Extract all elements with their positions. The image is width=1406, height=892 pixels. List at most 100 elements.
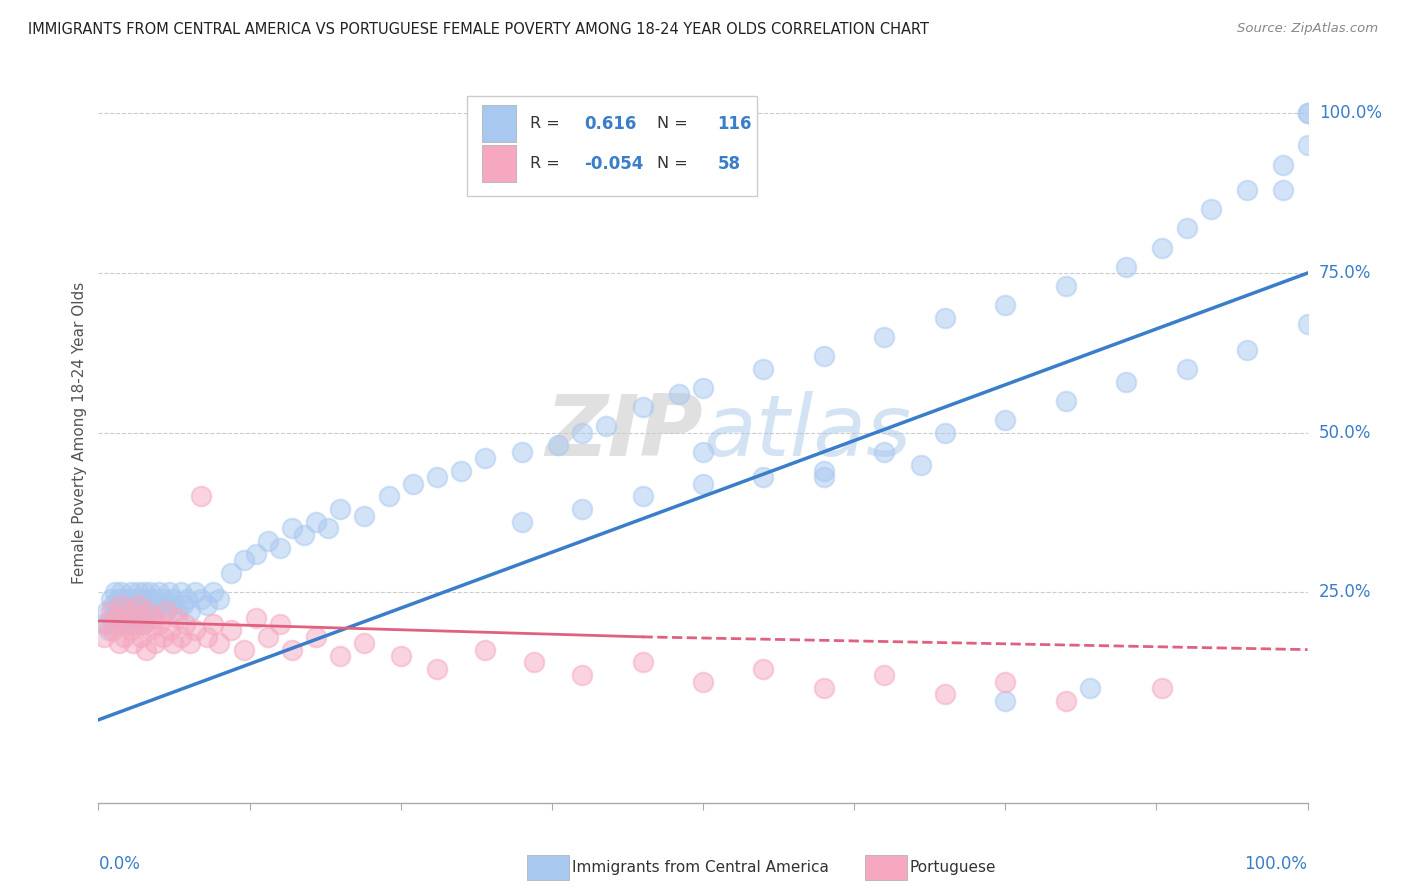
Text: -0.054: -0.054 (585, 155, 644, 173)
Point (111, 604, 134, 618)
Point (426, 470, 449, 484)
Point (120, 585, 142, 599)
Text: N =: N = (657, 156, 693, 171)
Point (1175, 221, 1198, 235)
Point (100, 604, 122, 618)
Point (245, 547, 267, 561)
Bar (482, 145, 516, 182)
Point (169, 585, 191, 599)
Point (150, 598, 173, 612)
Point (118, 604, 141, 618)
Point (547, 438, 569, 452)
Point (1296, 138, 1319, 153)
Point (523, 656, 546, 670)
Point (1152, 681, 1174, 695)
Text: Portuguese: Portuguese (910, 861, 997, 875)
Point (162, 636, 184, 650)
Text: 58: 58 (717, 155, 741, 173)
Text: 0.0%: 0.0% (98, 855, 141, 872)
Text: R =: R = (530, 116, 565, 131)
Point (139, 624, 162, 638)
Point (127, 585, 149, 599)
Point (1078, 681, 1101, 695)
Point (105, 604, 128, 618)
Point (166, 611, 188, 625)
Point (127, 598, 149, 612)
Point (110, 598, 132, 612)
Point (692, 476, 714, 491)
Point (114, 617, 136, 632)
Point (873, 668, 896, 682)
Point (329, 648, 352, 663)
Point (122, 636, 145, 650)
Point (245, 611, 267, 625)
Point (232, 642, 254, 657)
Point (100, 611, 122, 625)
Point (934, 310, 956, 325)
Point (121, 598, 143, 612)
Point (994, 694, 1017, 708)
Point (1054, 694, 1077, 708)
Point (571, 502, 593, 516)
Point (402, 476, 425, 491)
Point (221, 624, 243, 638)
Point (1272, 157, 1295, 171)
Point (474, 642, 496, 657)
Point (108, 611, 131, 625)
Point (631, 656, 654, 670)
Point (195, 630, 218, 644)
Point (174, 617, 197, 632)
Point (202, 617, 225, 632)
Point (141, 598, 163, 612)
Point (93, 617, 115, 632)
Point (162, 591, 184, 606)
Point (155, 604, 177, 618)
Point (281, 521, 304, 535)
Point (377, 490, 399, 504)
Point (101, 598, 124, 612)
Point (450, 464, 472, 478)
Point (389, 648, 412, 663)
Point (668, 387, 690, 401)
Point (145, 604, 167, 618)
Y-axis label: Female Poverty Among 18-24 Year Olds: Female Poverty Among 18-24 Year Olds (72, 282, 87, 583)
Point (873, 444, 896, 458)
Point (202, 585, 225, 599)
Point (138, 604, 160, 618)
Point (1236, 183, 1258, 197)
Point (98, 624, 121, 638)
Point (115, 617, 138, 632)
Text: ZIP: ZIP (546, 391, 703, 475)
Point (510, 444, 533, 458)
Point (353, 508, 375, 523)
Point (752, 662, 775, 676)
Point (813, 470, 835, 484)
Point (125, 611, 148, 625)
Text: 50.0%: 50.0% (1319, 424, 1371, 442)
Point (1175, 361, 1198, 376)
Point (142, 611, 165, 625)
Point (571, 668, 593, 682)
Point (631, 490, 654, 504)
Text: N =: N = (657, 116, 693, 131)
Point (232, 553, 254, 567)
Point (269, 617, 291, 632)
Point (135, 598, 157, 612)
Point (135, 611, 157, 625)
Point (256, 534, 278, 549)
Point (104, 585, 127, 599)
Point (353, 636, 375, 650)
Point (127, 611, 149, 625)
Point (281, 642, 304, 657)
Point (813, 349, 835, 363)
Point (190, 490, 212, 504)
Text: atlas: atlas (703, 391, 911, 475)
Text: 100.0%: 100.0% (1319, 104, 1382, 122)
Point (184, 624, 207, 638)
Point (571, 425, 593, 440)
Point (132, 617, 155, 632)
Point (934, 425, 956, 440)
Point (179, 604, 201, 618)
Point (1054, 393, 1077, 408)
Point (631, 400, 654, 414)
